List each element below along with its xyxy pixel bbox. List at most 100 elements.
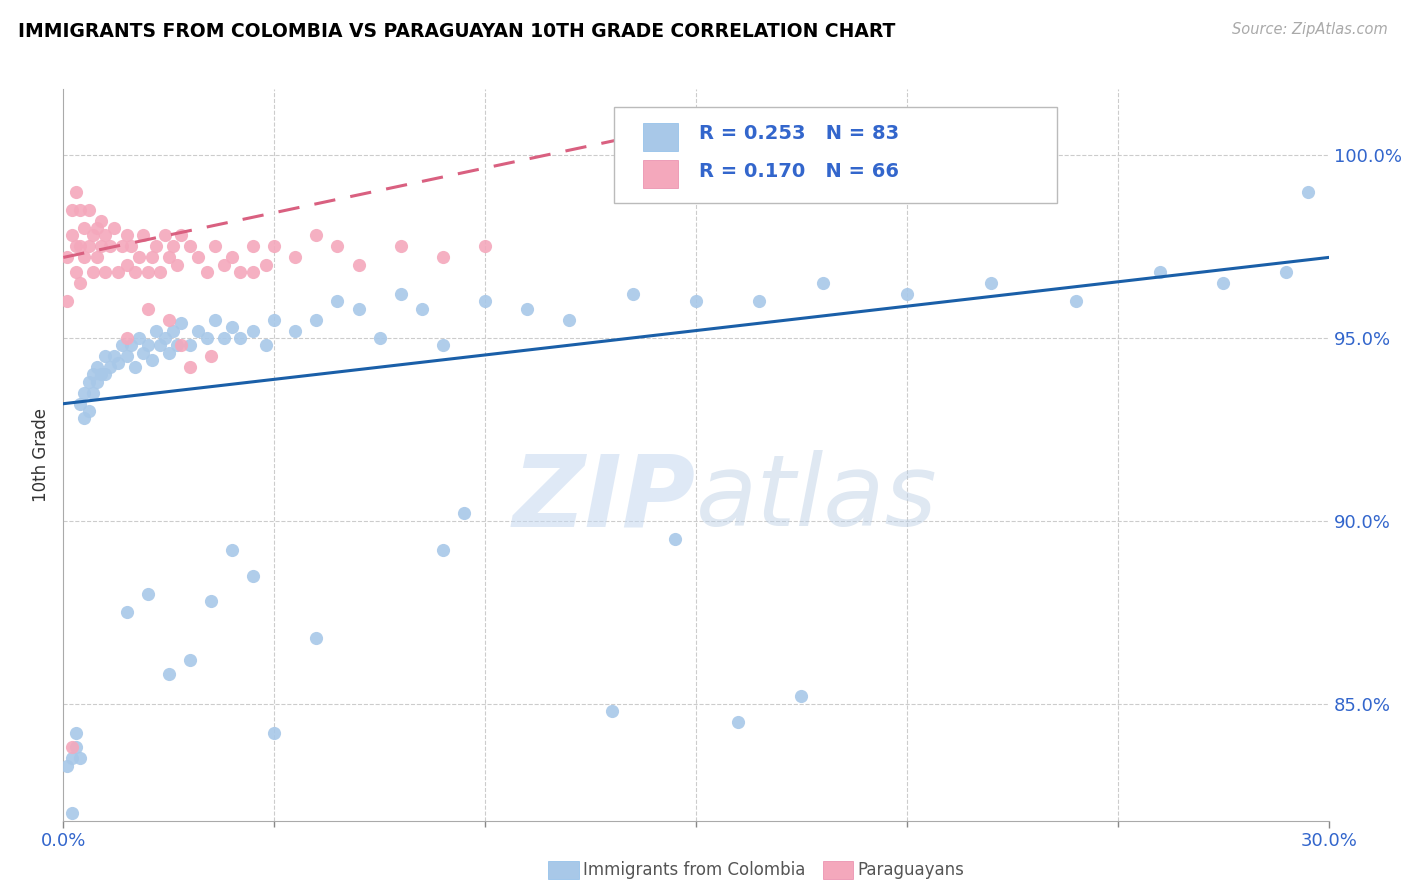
Point [115,349,138,363]
Point [60,202,83,217]
Point [157,312,180,326]
Point [305,228,328,243]
Point [136,265,159,279]
Point [77,239,100,253]
Point [141,352,163,367]
Point [1275,265,1298,279]
Point [73,385,96,400]
Point [115,605,138,619]
Point [411,301,433,316]
Point [179,360,201,375]
Point [115,258,138,272]
Point [65,185,87,199]
Point [65,265,87,279]
Point [474,294,496,309]
Point [115,331,138,345]
Point [284,324,307,338]
Point [389,239,412,253]
Point [980,276,1002,290]
Y-axis label: 10th Grade: 10th Grade [32,408,51,502]
FancyBboxPatch shape [614,108,1057,202]
Point [69,202,91,217]
Point [1149,265,1171,279]
Point [242,265,264,279]
Point [73,411,96,425]
Point [254,338,277,352]
Point [621,287,644,301]
Point [60,228,83,243]
Point [727,714,749,729]
Point [204,239,226,253]
Point [132,228,155,243]
Point [305,631,328,645]
Point [187,251,209,265]
Point [69,397,91,411]
Point [347,301,370,316]
Point [90,368,112,382]
Point [326,294,349,309]
Point [65,239,87,253]
Point [685,294,707,309]
Point [77,202,100,217]
Point [82,385,104,400]
Point [748,294,770,309]
Point [600,704,623,718]
Point [212,331,235,345]
Point [166,258,188,272]
Point [65,726,87,740]
Point [153,331,176,345]
Point [73,251,96,265]
Point [128,331,150,345]
Point [664,532,686,546]
Point [86,375,108,389]
Point [221,320,243,334]
Point [128,251,150,265]
Point [98,239,121,253]
Point [86,221,108,235]
Point [132,345,155,359]
Text: Immigrants from Colombia: Immigrants from Colombia [583,861,806,879]
Point [305,312,328,326]
Point [558,312,581,326]
Point [69,276,91,290]
Point [149,265,172,279]
Point [432,251,454,265]
Point [124,265,146,279]
Point [69,239,91,253]
Point [56,758,79,772]
Point [153,228,176,243]
Point [516,301,538,316]
Point [811,276,834,290]
Point [1064,294,1087,309]
Point [166,338,188,352]
Point [896,287,918,301]
Point [229,265,252,279]
Point [94,368,117,382]
Point [73,221,96,235]
Text: Paraguayans: Paraguayans [858,861,965,879]
Point [389,287,412,301]
Point [149,338,172,352]
Point [111,239,134,253]
Point [157,345,180,359]
Point [157,667,180,681]
Point [60,740,83,755]
Point [347,258,370,272]
Point [221,251,243,265]
Point [254,258,277,272]
Point [77,375,100,389]
Point [263,726,285,740]
Point [790,690,813,704]
Point [90,239,112,253]
Point [195,331,218,345]
Point [432,338,454,352]
Point [157,251,180,265]
Point [136,301,159,316]
Point [65,740,87,755]
Point [170,316,193,330]
Point [120,338,142,352]
Point [60,751,83,765]
Point [145,239,167,253]
Point [263,312,285,326]
Point [86,251,108,265]
